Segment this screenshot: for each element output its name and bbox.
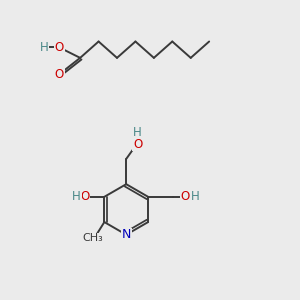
- Text: O: O: [55, 41, 64, 54]
- Text: N: N: [122, 228, 131, 241]
- Text: H: H: [40, 41, 49, 54]
- Text: O: O: [80, 190, 90, 203]
- Text: O: O: [133, 138, 142, 151]
- Text: H: H: [191, 190, 200, 203]
- Text: H: H: [133, 126, 142, 139]
- Text: H: H: [72, 190, 81, 203]
- Text: O: O: [181, 190, 190, 203]
- Text: O: O: [55, 68, 64, 81]
- Text: CH₃: CH₃: [82, 233, 103, 243]
